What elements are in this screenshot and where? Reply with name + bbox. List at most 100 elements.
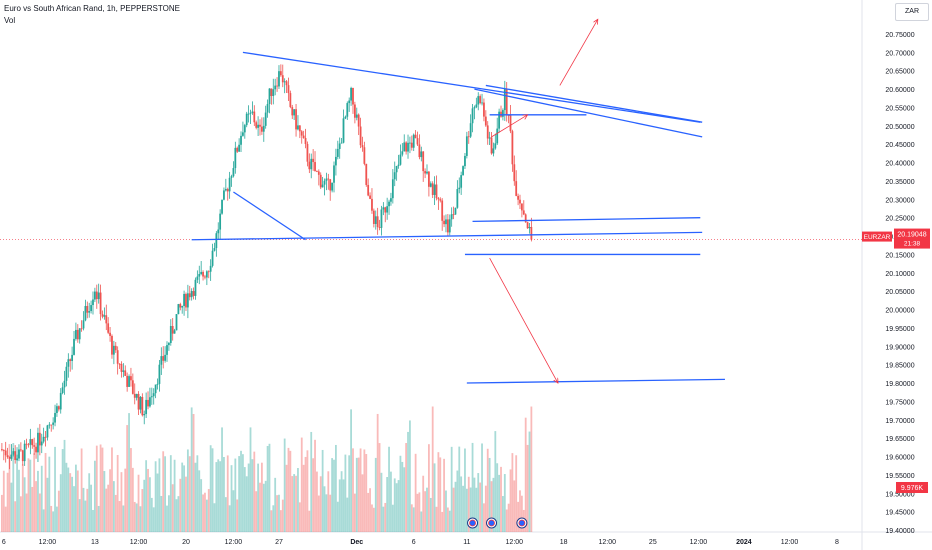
volume-bar [59,474,62,532]
volume-bar [367,492,370,532]
candle-body [336,148,339,157]
candle-body [295,109,297,130]
candle-body [502,110,504,117]
candle-body [122,370,125,372]
volume-bar [486,448,489,532]
volume-bar [460,476,463,532]
volume-bar [365,454,368,532]
x-tick-label: 13 [91,539,99,546]
candle-body [513,164,516,182]
volume-bar [221,427,223,532]
projection-arrow[interactable] [559,19,598,86]
volume-bar [240,450,242,532]
currency-button[interactable]: ZAR [895,3,929,21]
volume-bar [496,463,499,532]
volume-bar [188,456,191,532]
candle-body [372,210,375,224]
volume-bar [333,459,335,532]
volume-bar [56,506,58,532]
volume-bar [234,458,237,532]
volume-bar [505,509,508,532]
volume-bar [243,467,246,532]
candle-body [112,345,115,355]
x-tick-label: 8 [835,539,839,546]
volume-bar [426,487,428,532]
volume-bar [97,505,100,532]
candle-body [232,168,235,177]
trend-line[interactable] [242,51,701,123]
candle-body [238,144,241,152]
volume-bar [481,443,483,532]
volume-bar [409,420,411,532]
candle-body [92,299,94,306]
candle-body [342,118,345,143]
candle-body [177,304,180,315]
volume-bar [304,456,307,532]
candle-body [6,455,9,457]
candle-body [56,406,58,413]
candle-body [192,291,195,296]
candle-body [410,142,413,148]
y-tick-label: 19.40000 [885,528,914,535]
candle-body [416,138,419,145]
candle-body [80,328,83,330]
volume-bar [295,475,297,532]
trend-line[interactable] [466,378,725,384]
volume-bar [19,496,22,532]
volume-bar [412,507,415,532]
candle-body [126,375,129,387]
volume-bar [374,457,377,532]
candle-body [492,148,495,154]
projection-arrow[interactable] [491,115,528,138]
volume-bar [346,497,349,532]
candle-body [234,147,237,169]
volume-bar [207,489,210,532]
volume-bar [6,472,9,532]
trend-line[interactable] [485,84,703,123]
candle-body [524,214,527,223]
candle-body [145,399,148,415]
candle-body [340,142,343,144]
y-tick-label: 19.45000 [885,510,914,517]
trend-line[interactable] [191,231,703,241]
price-value-badge [894,228,930,249]
volume-bar [166,505,168,532]
volume-bar [101,447,104,532]
event-marker-icon[interactable] [467,517,479,529]
candle-body [435,184,438,199]
volume-bar [12,443,15,532]
candle-body [78,328,81,340]
volume-bar [410,504,413,532]
volume-bar [75,464,77,532]
trend-line[interactable] [472,217,701,223]
candle-body [236,147,239,152]
projection-arrow[interactable] [489,257,558,383]
volume-bar [135,503,138,532]
event-marker-icon[interactable] [486,517,498,529]
volume-bar [52,511,55,532]
candle-body [0,449,3,451]
volume-bar [338,479,341,532]
candle-body [298,125,301,132]
volume-bar [278,494,280,532]
candle-body [103,315,106,317]
volume-bar [118,501,121,532]
event-marker-icon[interactable] [516,517,528,529]
volume-bar [147,468,149,532]
volume-bar [236,499,239,532]
trend-line[interactable] [233,191,306,241]
volume-bar [297,468,299,532]
candle-body [530,226,533,240]
candle-body [230,176,233,178]
candle-body [310,158,313,170]
volume-bar [272,505,275,532]
volume-bar [376,413,379,532]
trend-line[interactable] [474,88,703,138]
candle-body [162,356,165,361]
candle-body [327,178,330,180]
volume-bar [475,487,478,532]
candle-body [321,184,324,188]
volume-bar [397,480,400,532]
volume-bar [319,476,322,532]
